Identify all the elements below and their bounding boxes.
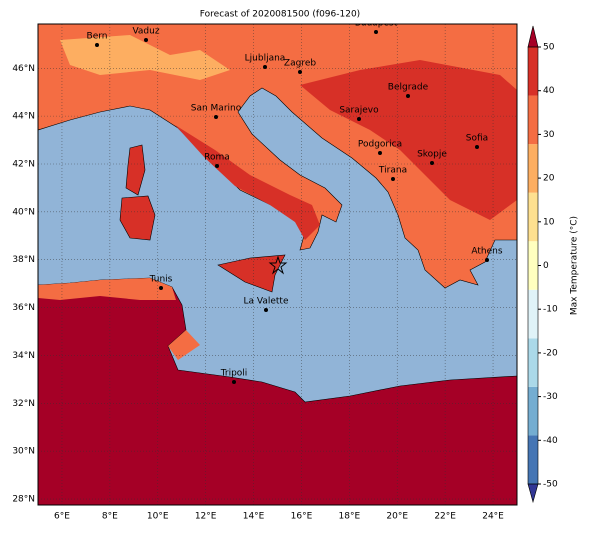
colorbar-bin xyxy=(528,289,538,339)
city-dot xyxy=(298,70,302,74)
colorbar-bin xyxy=(528,192,538,242)
colorbar-tick-label: 30 xyxy=(543,130,555,140)
city-dot xyxy=(391,177,395,181)
x-tick-label: 14°E xyxy=(243,512,265,522)
city-dot xyxy=(214,115,218,119)
city-label: Roma xyxy=(204,153,230,163)
y-tick-label: 38°N xyxy=(12,255,35,265)
x-tick-label: 24°E xyxy=(482,512,504,522)
city-dot xyxy=(378,151,382,155)
colorbar-bin xyxy=(528,47,538,96)
city-label: Tunis xyxy=(149,275,173,285)
city-label: Bern xyxy=(87,32,108,42)
city-dot xyxy=(357,117,361,121)
colorbar-tick-label: 20 xyxy=(543,174,555,184)
colorbar-tick-label: 50 xyxy=(543,43,555,53)
colorbar-tick-label: 10 xyxy=(543,217,555,227)
city-label: San Marino xyxy=(191,104,242,114)
x-tick-label: 8°E xyxy=(102,512,118,522)
city-dot xyxy=(159,286,163,290)
city-label: Zagreb xyxy=(284,59,316,69)
x-tick-label: 16°E xyxy=(291,512,313,522)
africa xyxy=(38,277,517,505)
city-dot xyxy=(406,94,410,98)
city-label: Vaduz xyxy=(132,27,159,37)
corsica xyxy=(125,144,146,196)
city-label: Budapest xyxy=(355,19,398,29)
x-tick-label: 22°E xyxy=(434,512,456,522)
colorbar-tick-label: -50 xyxy=(543,480,558,490)
city-dot xyxy=(430,161,434,165)
x-tick-label: 6°E xyxy=(54,512,70,522)
title: Forecast of 2020081500 (f096-120) xyxy=(200,10,360,20)
city-dot xyxy=(263,65,267,69)
colorbar-label: Max Temperature (°C) xyxy=(570,216,580,315)
x-tick-label: 12°E xyxy=(195,512,217,522)
colorbar-tick-label: -10 xyxy=(543,305,558,315)
colorbar-bin xyxy=(528,95,538,145)
y-tick-label: 28°N xyxy=(12,495,35,505)
y-tick-label: 36°N xyxy=(12,303,35,313)
city-label: Sofia xyxy=(466,134,488,144)
city-label: Sarajevo xyxy=(339,106,379,116)
colorbar-bin xyxy=(528,435,538,484)
city-dot xyxy=(144,38,148,42)
city-dot xyxy=(215,164,219,168)
sicily xyxy=(217,254,286,293)
city-dot xyxy=(485,258,489,262)
city-dot xyxy=(95,43,99,47)
city-dot xyxy=(475,145,479,149)
map-frame xyxy=(37,23,518,506)
colorbar-tick-label: 0 xyxy=(543,261,549,271)
city-label: La Valette xyxy=(244,297,289,307)
sardinia xyxy=(119,195,156,241)
warm-region xyxy=(175,60,517,240)
colorbar-tick-label: -40 xyxy=(543,436,558,446)
colorbar-tick-label: -20 xyxy=(543,348,558,358)
x-tick-label: 20°E xyxy=(386,512,408,522)
y-tick-label: 34°N xyxy=(12,351,35,361)
colorbar-bin xyxy=(528,338,538,387)
colorbar-bin xyxy=(528,386,538,436)
colorbar-tick-label: 40 xyxy=(543,86,555,96)
colorbar-bin xyxy=(528,144,538,193)
cool-region xyxy=(60,35,230,80)
city-dot xyxy=(232,380,236,384)
y-tick-label: 40°N xyxy=(12,207,35,217)
city-label: Tripoli xyxy=(220,369,248,379)
y-tick-label: 46°N xyxy=(12,64,35,74)
x-tick-label: 18°E xyxy=(339,512,361,522)
city-label: Athens xyxy=(471,247,502,257)
city-label: Skopje xyxy=(417,150,447,160)
city-label: Ljubljana xyxy=(245,54,286,64)
colorbar-extend-low xyxy=(527,483,539,504)
coastal-band xyxy=(38,278,200,360)
city-label: Tirana xyxy=(378,166,407,176)
y-tick-label: 32°N xyxy=(12,399,35,409)
y-tick-label: 44°N xyxy=(12,112,35,122)
colorbar-bin xyxy=(528,241,538,290)
city-label: Belgrade xyxy=(388,83,429,93)
city-label: Podgorica xyxy=(358,140,402,150)
city-dot xyxy=(264,308,268,312)
y-tick-label: 42°N xyxy=(12,159,35,169)
colorbar-tick-label: -30 xyxy=(543,392,558,402)
x-tick-label: 10°E xyxy=(147,512,169,522)
colorbar-extend-high xyxy=(527,25,539,48)
city-dot xyxy=(374,30,378,34)
y-tick-label: 30°N xyxy=(12,447,35,457)
star-marker xyxy=(268,255,288,275)
